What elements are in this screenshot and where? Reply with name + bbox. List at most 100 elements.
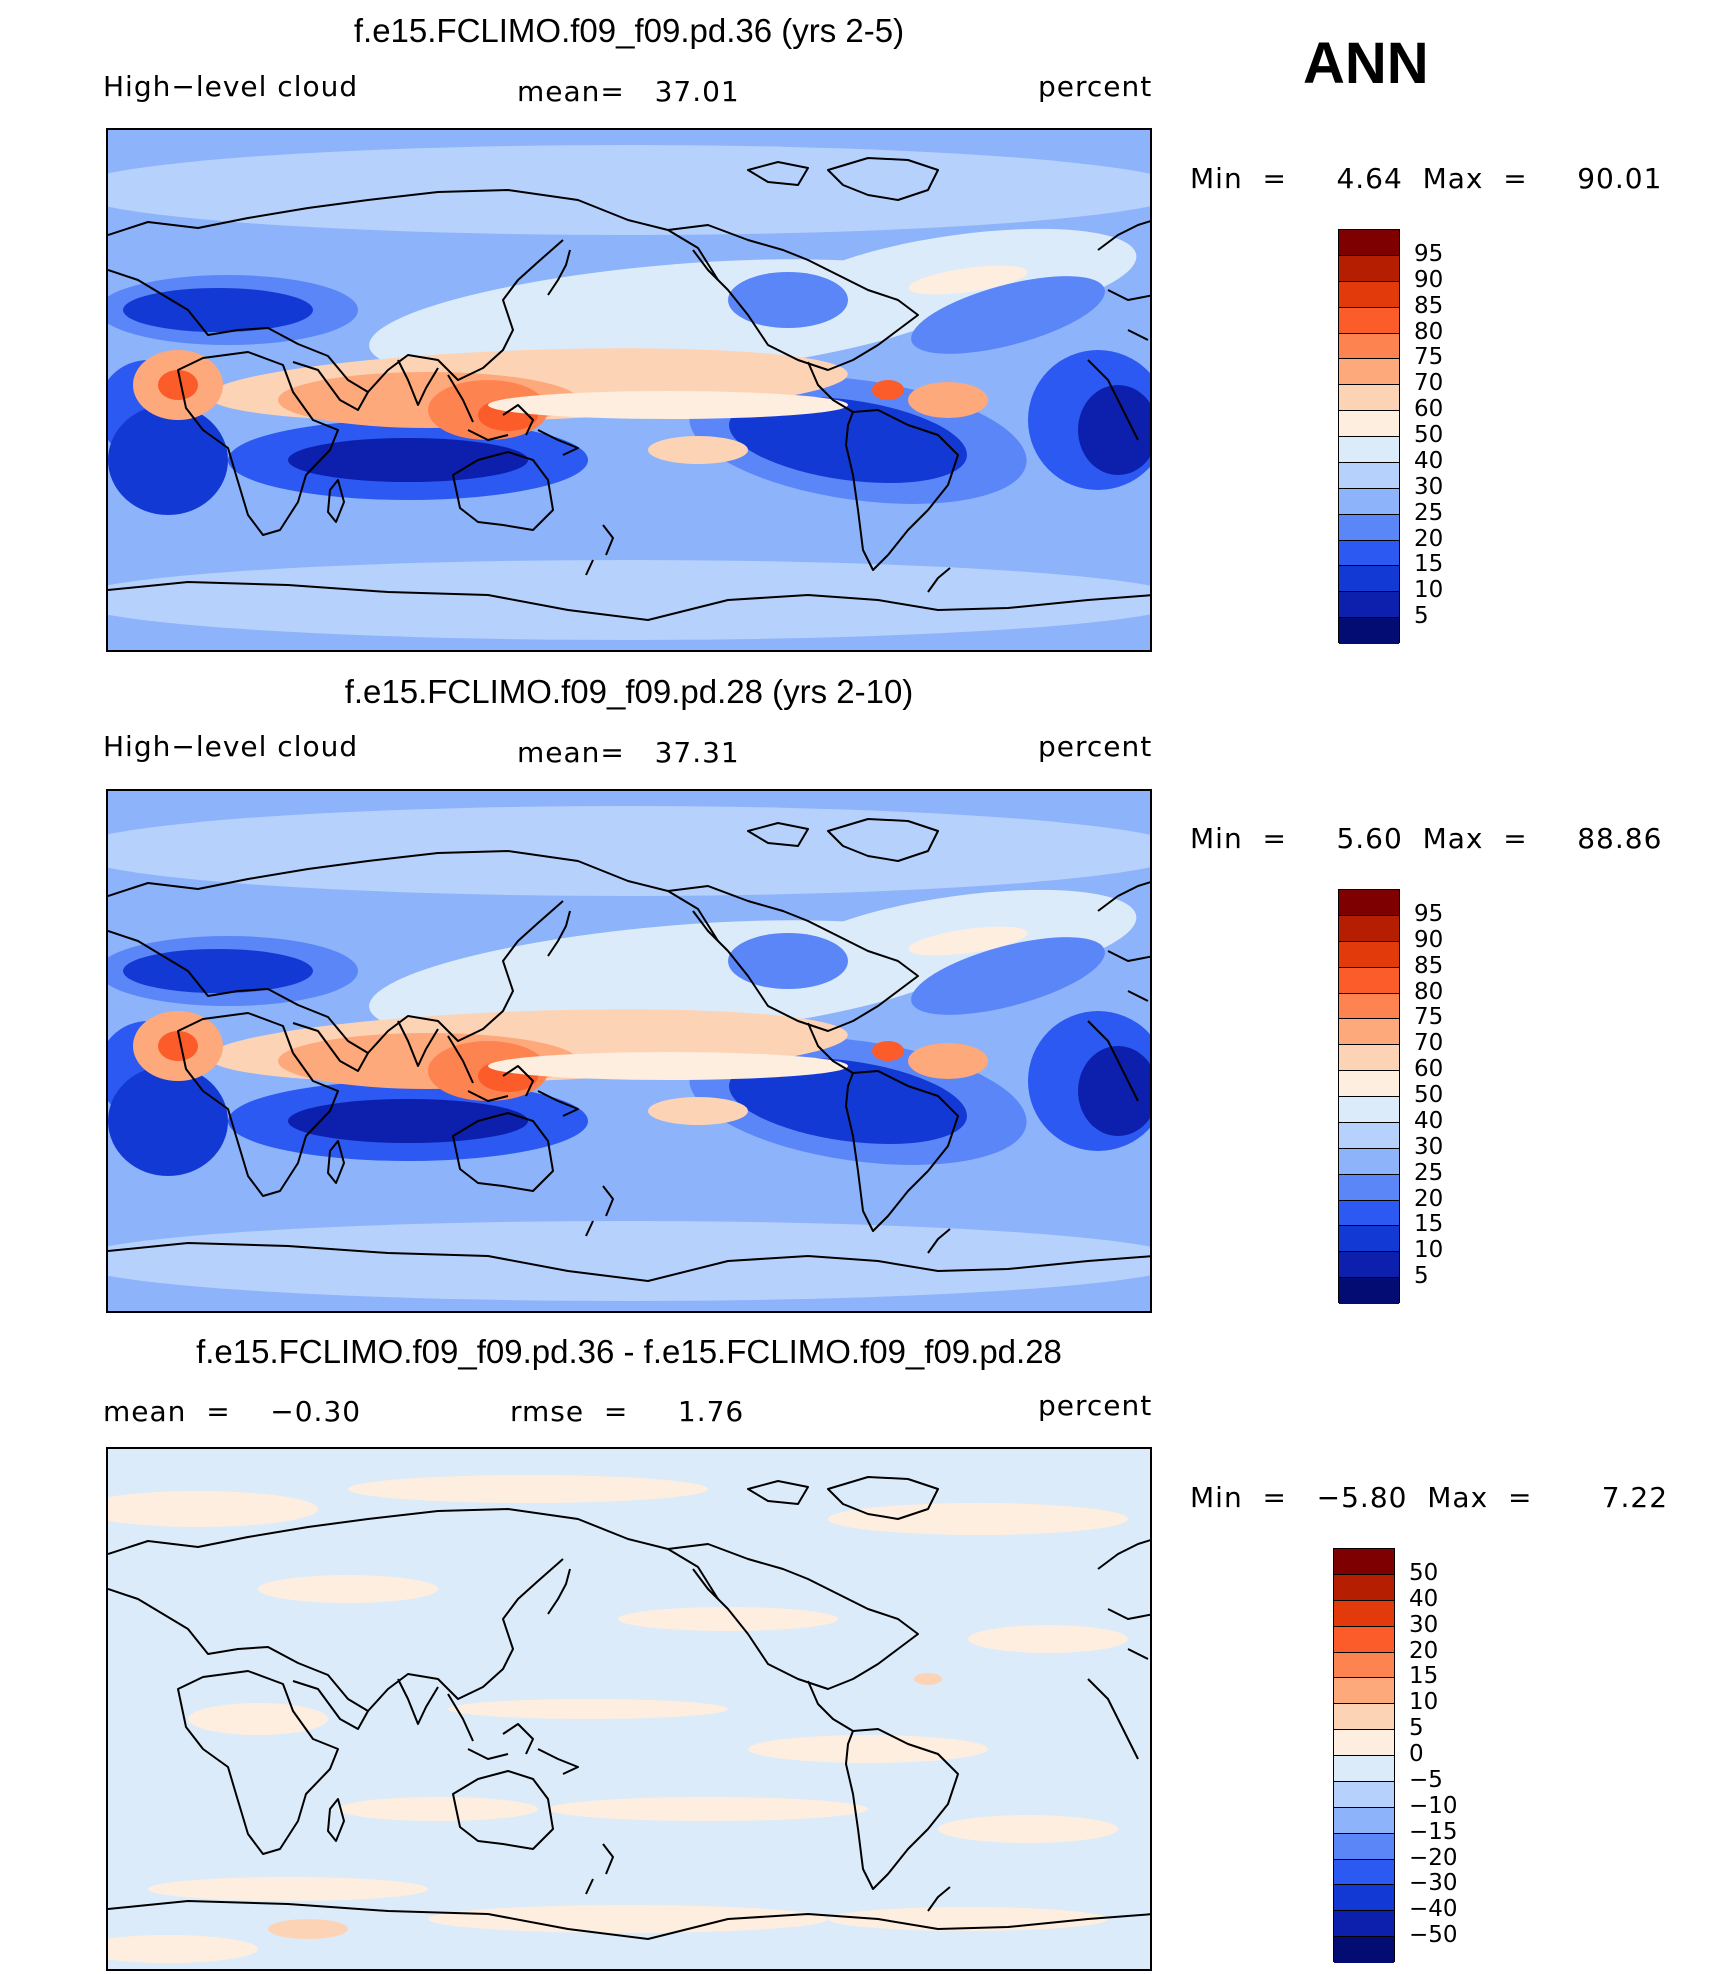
field-contour — [488, 391, 848, 419]
field-contour — [123, 949, 313, 993]
colorbar-swatch — [1334, 1807, 1394, 1834]
colorbar-swatch — [1339, 1097, 1399, 1123]
field-contour — [348, 1475, 708, 1503]
panel3-min-max: Min = −5.80 Max = 7.22 — [1190, 1481, 1669, 1514]
field-contour — [108, 1066, 228, 1176]
field-contour — [728, 272, 848, 328]
colorbar-swatch — [1339, 1122, 1399, 1149]
field-contour — [872, 1041, 904, 1061]
field-contour — [648, 1097, 748, 1125]
field-contour — [1078, 1046, 1150, 1136]
colorbar-tick-label: −50 — [1409, 1922, 1458, 1949]
field-contour — [911, 276, 1105, 354]
panel1-units: percent — [1038, 70, 1153, 103]
colorbar-tick-label: 80 — [1414, 978, 1444, 1005]
field-contour — [108, 405, 228, 515]
field-contour — [911, 937, 1105, 1015]
colorbar-swatch — [1334, 1704, 1394, 1731]
colorbar-swatch — [1339, 385, 1399, 412]
colorbar-tick-label: 25 — [1414, 1159, 1444, 1186]
field-contour — [428, 1905, 828, 1933]
field-contour — [872, 380, 904, 400]
panel3-map — [106, 1447, 1152, 1971]
panel1-map — [106, 128, 1152, 652]
colorbar-swatch — [1339, 1278, 1399, 1304]
field-contour — [729, 397, 967, 483]
colorbar-tick-label: −20 — [1409, 1844, 1458, 1871]
colorbar-swatch — [1334, 1626, 1394, 1653]
field-contour — [158, 370, 198, 400]
colorbar-tick-label: 85 — [1414, 292, 1444, 319]
coastlines — [108, 1476, 1150, 1940]
colorbar-tick-label: 20 — [1414, 525, 1444, 552]
panel3-colorbar — [1333, 1548, 1395, 1963]
colorbar-tick-label: 5 — [1414, 1263, 1429, 1290]
colorbar-swatch — [1339, 514, 1399, 541]
field-contour — [548, 1797, 868, 1821]
colorbar-tick-label: 60 — [1414, 396, 1444, 423]
field-contour — [648, 436, 748, 464]
colorbar-tick-label: 20 — [1409, 1637, 1439, 1664]
field-contour — [908, 926, 1028, 956]
colorbar-swatch — [1339, 281, 1399, 308]
field-contour — [108, 1221, 1150, 1301]
colorbar-swatch — [1334, 1911, 1394, 1938]
colorbar-swatch — [1339, 566, 1399, 593]
colorbar-swatch — [1339, 333, 1399, 360]
panel3-mean: mean = −0.30 — [103, 1395, 362, 1428]
colorbar-tick-label: 95 — [1414, 900, 1444, 927]
colorbar-swatch — [1339, 1252, 1399, 1279]
colorbar-swatch — [1339, 255, 1399, 282]
field-contour — [908, 265, 1028, 295]
colorbar-tick-label: 15 — [1414, 551, 1444, 578]
colorbar-swatch — [1334, 1652, 1394, 1679]
colorbar-swatch — [1339, 592, 1399, 619]
field-contour — [938, 1815, 1118, 1843]
colorbar-swatch — [1339, 967, 1399, 994]
panel1-variable: High−level cloud — [103, 70, 359, 103]
colorbar-tick-label: 80 — [1414, 318, 1444, 345]
colorbar-swatch — [1339, 307, 1399, 334]
colorbar-tick-label: 10 — [1414, 577, 1444, 604]
colorbar-tick-label: 30 — [1409, 1611, 1439, 1638]
field-contour — [968, 1625, 1128, 1653]
colorbar-swatch — [1339, 411, 1399, 437]
field-contour — [158, 1031, 198, 1061]
field-contour — [748, 1735, 988, 1763]
panel3-rmse: rmse = 1.76 — [510, 1395, 745, 1428]
field-contour — [728, 933, 848, 989]
colorbar-swatch — [1334, 1885, 1394, 1912]
colorbar-swatch — [1334, 1730, 1394, 1756]
field-contour — [828, 1503, 1128, 1535]
colorbar-tick-label: 90 — [1414, 926, 1444, 953]
field-contour — [914, 1673, 942, 1685]
colorbar-swatch — [1334, 1574, 1394, 1601]
colorbar-swatch — [1339, 993, 1399, 1020]
field-contour — [288, 1099, 528, 1143]
field-contour — [108, 806, 1150, 896]
colorbar-tick-label: 10 — [1409, 1689, 1439, 1716]
colorbar-swatch — [1334, 1600, 1394, 1627]
colorbar-swatch — [1339, 941, 1399, 968]
colorbar-swatch — [1334, 1549, 1394, 1575]
colorbar-tick-label: 30 — [1414, 473, 1444, 500]
field-contour — [108, 145, 1150, 235]
colorbar-swatch — [1339, 618, 1399, 644]
colorbar-swatch — [1339, 1174, 1399, 1201]
field-contour — [108, 1491, 318, 1527]
colorbar-tick-label: 40 — [1409, 1585, 1439, 1612]
field-contour — [258, 1575, 438, 1603]
field-contour — [729, 1058, 967, 1144]
colorbar-swatch — [1339, 462, 1399, 489]
colorbar-swatch — [1339, 488, 1399, 515]
colorbar-tick-label: 5 — [1414, 603, 1429, 630]
colorbar-swatch — [1339, 1226, 1399, 1253]
field-contour — [123, 288, 313, 332]
colorbar-tick-label: −40 — [1409, 1896, 1458, 1923]
colorbar-tick-label: 50 — [1409, 1559, 1439, 1586]
field-contour — [908, 382, 988, 418]
panel2-min-max: Min = 5.60 Max = 88.86 — [1190, 822, 1663, 855]
panel2-units: percent — [1038, 730, 1153, 763]
colorbar-swatch — [1339, 915, 1399, 942]
colorbar-tick-label: 30 — [1414, 1133, 1444, 1160]
